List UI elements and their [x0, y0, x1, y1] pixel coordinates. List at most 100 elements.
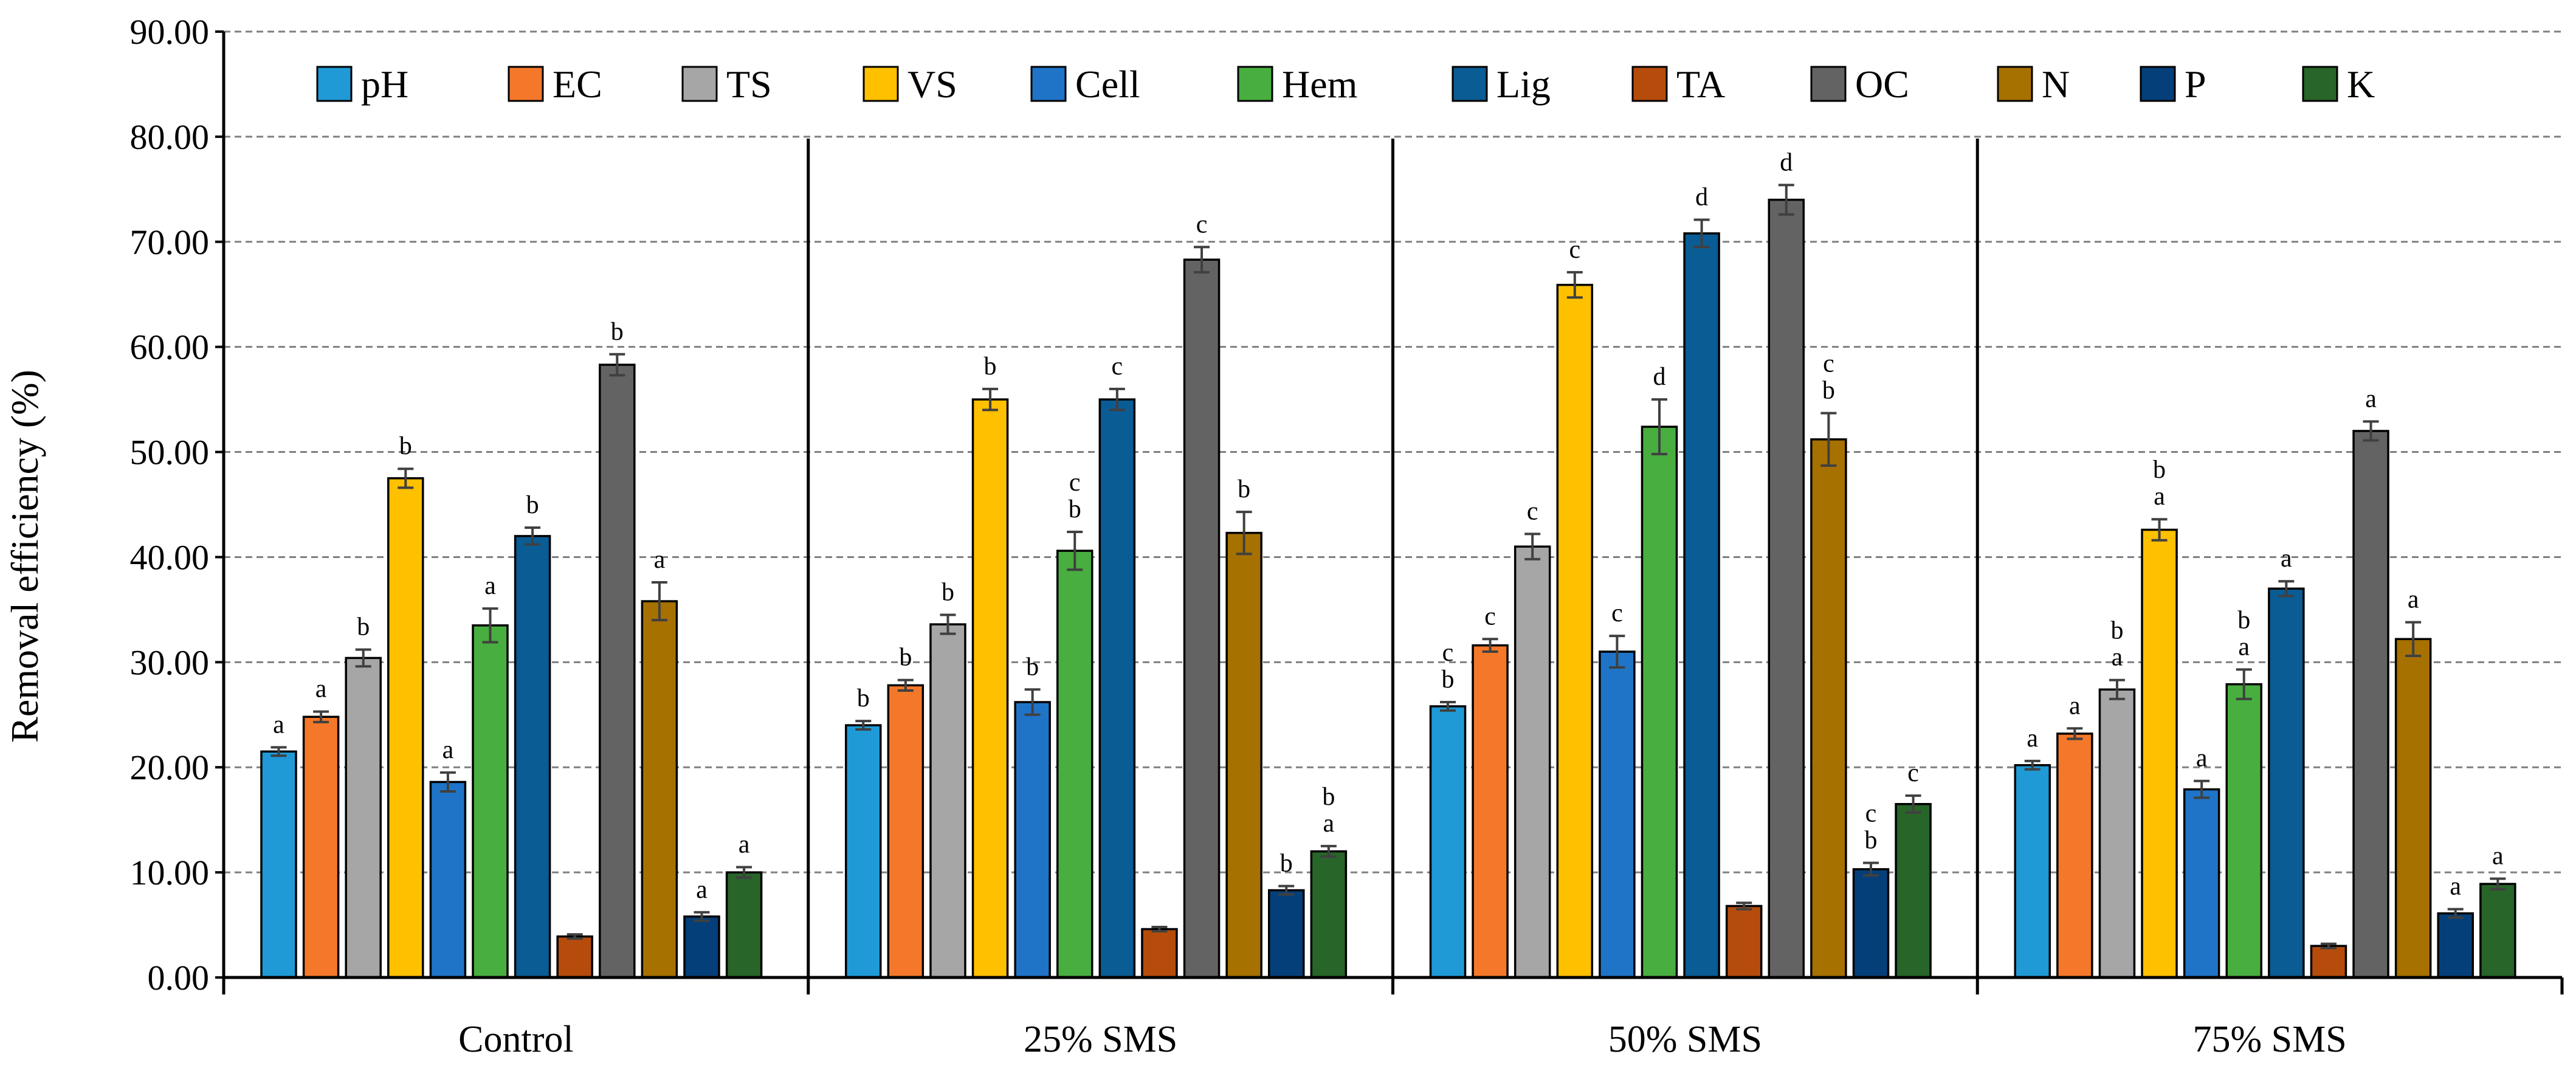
legend-swatch-oc [1810, 66, 1847, 102]
bar-ts [345, 657, 382, 979]
legend-label-k: K [2347, 63, 2375, 106]
y-tick-label: 90.00 [130, 12, 210, 52]
significance-letter: b [1322, 783, 1335, 811]
significance-letter: b [1069, 495, 1081, 523]
legend: pH EC TS VS Cell Hem Lig TA OC N P K [316, 63, 2375, 106]
legend-swatch-ph [316, 66, 353, 102]
significance-letter: a [2450, 873, 2461, 901]
legend-swatch-ta [1631, 66, 1668, 102]
bar-k [1895, 802, 1932, 979]
significance-letter: c [1196, 210, 1208, 238]
significance-letter: b [1822, 377, 1835, 405]
y-tick-label: 30.00 [130, 643, 210, 682]
significance-letter: c [1484, 602, 1496, 630]
category-label: 25% SMS [1024, 1019, 1177, 1060]
significance-letter: b [1442, 666, 1455, 694]
significance-letter: b [1280, 850, 1293, 878]
y-tick-label: 40.00 [130, 537, 210, 577]
significance-letter: a [315, 675, 327, 703]
legend-label-oc: OC [1855, 63, 1909, 106]
significance-letter: a [2069, 692, 2081, 720]
legend-label-ec: EC [553, 63, 602, 106]
significance-letter: b [2110, 617, 2123, 645]
bar-ta [1725, 905, 1763, 979]
y-tick-label: 10.00 [130, 853, 210, 892]
significance-letter: c [1527, 497, 1538, 525]
bar-oc [2352, 430, 2389, 979]
bar-cell [2183, 788, 2220, 979]
significance-letter: b [399, 432, 412, 460]
bar-ta [556, 935, 593, 979]
significance-letter: a [2365, 385, 2377, 413]
significance-letter: a [1323, 810, 1335, 838]
significance-letter: a [2238, 633, 2250, 661]
significance-letter: a [2027, 725, 2038, 753]
significance-letter: c [1611, 599, 1623, 627]
significance-letter: b [984, 353, 997, 381]
legend-label-vs: VS [907, 63, 957, 106]
significance-letter: a [654, 546, 666, 574]
bar-vs [2141, 528, 2178, 979]
bar-ph [845, 724, 882, 979]
bar-k [1310, 850, 1348, 979]
significance-letter: b [857, 684, 870, 712]
significance-letter: a [2112, 644, 2123, 672]
legend-label-ta: TA [1676, 63, 1725, 106]
bar-vs [387, 477, 424, 979]
significance-letter: a [2196, 745, 2208, 773]
legend-label-p: P [2185, 63, 2206, 106]
bar-k [2479, 883, 2516, 979]
significance-letter: b [357, 613, 370, 641]
significance-letter: c [1823, 350, 1834, 378]
bar-lig [2268, 587, 2305, 979]
bar-cell [1599, 650, 1636, 979]
significance-letter: b [611, 318, 624, 346]
bar-lig [514, 535, 551, 979]
legend-label-ts: TS [726, 63, 772, 106]
bar-p [683, 915, 720, 979]
legend-swatch-p [2140, 66, 2176, 102]
bar-p [1852, 868, 1890, 979]
bar-ts [2098, 688, 2136, 979]
significance-letter: d [1780, 148, 1793, 176]
legend-label-lig: Lig [1496, 63, 1551, 106]
significance-letter: a [739, 830, 750, 858]
bar-ta [1141, 928, 1178, 979]
legend-label-hem: Hem [1282, 63, 1357, 106]
significance-letter: a [2281, 545, 2292, 573]
significance-letter: c [1569, 236, 1580, 264]
bar-vs [1556, 283, 1594, 979]
bar-ec [887, 684, 925, 979]
legend-swatch-vs [863, 66, 899, 102]
category-label: 75% SMS [2193, 1019, 2347, 1060]
bar-hem [1056, 550, 1093, 979]
significance-letter: a [2408, 586, 2419, 614]
bar-cell [429, 781, 467, 979]
bar-k [725, 871, 763, 979]
legend-swatch-cell [1030, 66, 1067, 102]
significance-letter: a [273, 711, 284, 739]
y-tick-label: 70.00 [130, 222, 210, 262]
y-axis-title: Removal efficiency (%) [3, 370, 46, 743]
bar-cell [1014, 701, 1051, 979]
significance-letter: a [2154, 483, 2165, 511]
legend-label-cell: Cell [1075, 63, 1140, 106]
bar-ts [1514, 545, 1551, 979]
bar-n [1225, 531, 1262, 979]
bar-ph [260, 750, 297, 979]
bar-ta [2310, 945, 2347, 979]
bars: abcbaabcabbcbabbcbaabcaacbdbabcdabcdaabc… [260, 148, 2516, 979]
significance-letter: a [443, 736, 454, 764]
bar-lig [1683, 232, 1720, 979]
bar-ts [929, 623, 966, 979]
bar-p [2437, 912, 2474, 979]
bar-oc [599, 364, 636, 979]
bar-ph [1429, 705, 1467, 979]
y-tick-label: 0.00 [148, 958, 210, 998]
significance-letter: b [942, 579, 954, 607]
axes: 0.00 10.00 20.00 30.00 40.00 50.00 60.00 70.00 8… [130, 12, 2564, 1060]
bar-hem [1641, 426, 1678, 979]
significance-letter: b [1238, 475, 1250, 503]
category-label: Control [458, 1019, 573, 1060]
